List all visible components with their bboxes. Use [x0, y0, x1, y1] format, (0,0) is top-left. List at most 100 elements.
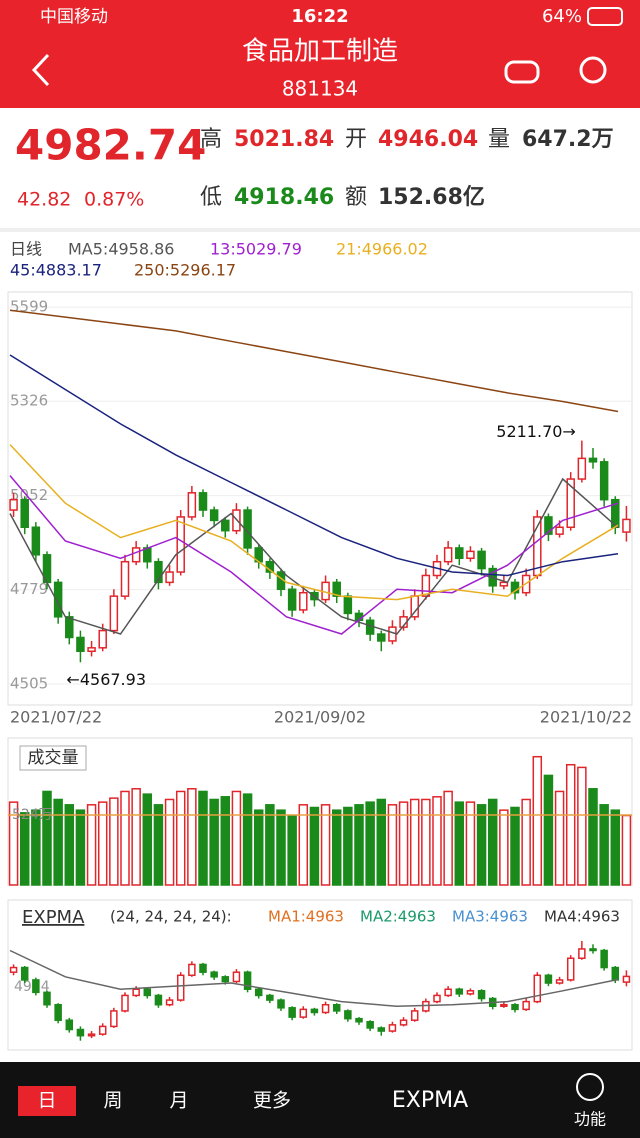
nav-tab[interactable]: 周 [103, 1090, 122, 1112]
candle-body [98, 1025, 107, 1035]
candle-body [344, 1010, 352, 1020]
candle-body [199, 963, 207, 973]
battery-icon [587, 7, 623, 26]
candle-body [588, 457, 598, 463]
volume-bar [19, 812, 30, 886]
expma-params: (24, 24, 24, 24): [110, 908, 232, 926]
volume-bar [298, 804, 309, 886]
volume-bar [142, 793, 153, 886]
volume-title-box [19, 745, 87, 771]
candle-body [366, 1021, 374, 1029]
candle-body [332, 1003, 341, 1012]
volume-bar [131, 788, 141, 886]
candle-body [176, 974, 185, 1001]
candle-body [209, 509, 219, 522]
candle-body [589, 948, 597, 952]
divider [0, 228, 640, 232]
label: 量 [488, 127, 510, 152]
candle-body [611, 966, 620, 981]
volume-bar [409, 798, 420, 886]
volume-bar [309, 806, 320, 886]
func-button[interactable]: 功能 [574, 1110, 606, 1129]
candle-body [299, 1008, 308, 1018]
candle-body [377, 633, 386, 642]
candle-body [243, 971, 252, 990]
volume-bar [86, 804, 97, 886]
candle-body [399, 1019, 408, 1026]
volume-bar [276, 809, 286, 886]
y-tick-label: 4505 [10, 674, 48, 692]
carrier: 中国移动 [40, 7, 108, 27]
title: 食品加工制造 [242, 37, 398, 67]
candle-body [555, 979, 564, 984]
volume-bar [365, 801, 375, 886]
candle-body [577, 457, 587, 480]
ma-label: 45:4883.17 [10, 261, 102, 280]
ma-line [9, 475, 619, 635]
expma-label: MA2:4963 [360, 908, 436, 926]
candle-body [109, 595, 119, 632]
volume-bar [599, 804, 609, 886]
volume-tick-label: 524万 [12, 807, 53, 823]
candle-body [455, 547, 464, 560]
candle-body [132, 988, 140, 997]
candle-body [499, 581, 509, 587]
code: 881134 [282, 77, 358, 101]
candle-body [110, 1010, 118, 1028]
volume-bar [198, 790, 208, 886]
volume-bar [343, 806, 353, 886]
candle-body [154, 994, 163, 1006]
candle-body [87, 1033, 96, 1037]
nav-tab[interactable]: 月 [169, 1090, 188, 1112]
candle-body [566, 957, 575, 981]
search-button[interactable] [579, 56, 607, 84]
candle-body [388, 1024, 397, 1032]
candle-body [254, 988, 263, 997]
volume-bar [175, 790, 186, 886]
candle-body [53, 581, 63, 618]
indicator-button[interactable]: EXPMA [392, 1088, 468, 1113]
candle-body [143, 547, 152, 563]
y-tick-label: 5326 [10, 392, 48, 410]
ma-line [9, 354, 619, 577]
candle-body [232, 971, 241, 983]
time: 16:22 [291, 6, 348, 27]
candle-body [20, 498, 29, 529]
volume-bar [443, 790, 453, 886]
high-annotation: 5211.70→ [496, 422, 576, 441]
nav-tab[interactable]: 更多 [253, 1090, 291, 1112]
candle-body [210, 971, 218, 978]
volume-bar [231, 790, 242, 886]
volume-bar [387, 804, 398, 886]
back-button[interactable] [31, 53, 50, 87]
x-date: 2021/09/02 [274, 708, 366, 727]
label: 低 [200, 185, 222, 210]
volume-title: 成交量 [28, 748, 79, 768]
candle-body [277, 999, 285, 1009]
nav-tab[interactable]: 日 [37, 1090, 56, 1112]
x-date: 2021/07/22 [10, 708, 102, 727]
robot-button[interactable] [504, 60, 540, 84]
volume-bar [354, 804, 364, 886]
high: 5021.84 [234, 127, 334, 152]
candle-body [198, 492, 208, 511]
volume-bar [220, 796, 231, 886]
candle-body [121, 994, 129, 1012]
candle-body [187, 492, 197, 518]
volume-bar [75, 809, 86, 886]
candle-body [421, 574, 431, 597]
candle-body [76, 1028, 85, 1037]
expma-line [9, 949, 619, 1008]
candle-body [544, 516, 553, 535]
candle-body [9, 966, 18, 973]
candle-body [165, 571, 174, 584]
candle-body [176, 516, 185, 573]
candle-body [288, 1007, 296, 1018]
volume-bar [454, 801, 465, 886]
volume-bar [432, 796, 442, 886]
volume-bar [554, 790, 565, 886]
volume-bar [287, 814, 297, 886]
func-icon [576, 1073, 604, 1101]
candle-body [555, 526, 564, 535]
